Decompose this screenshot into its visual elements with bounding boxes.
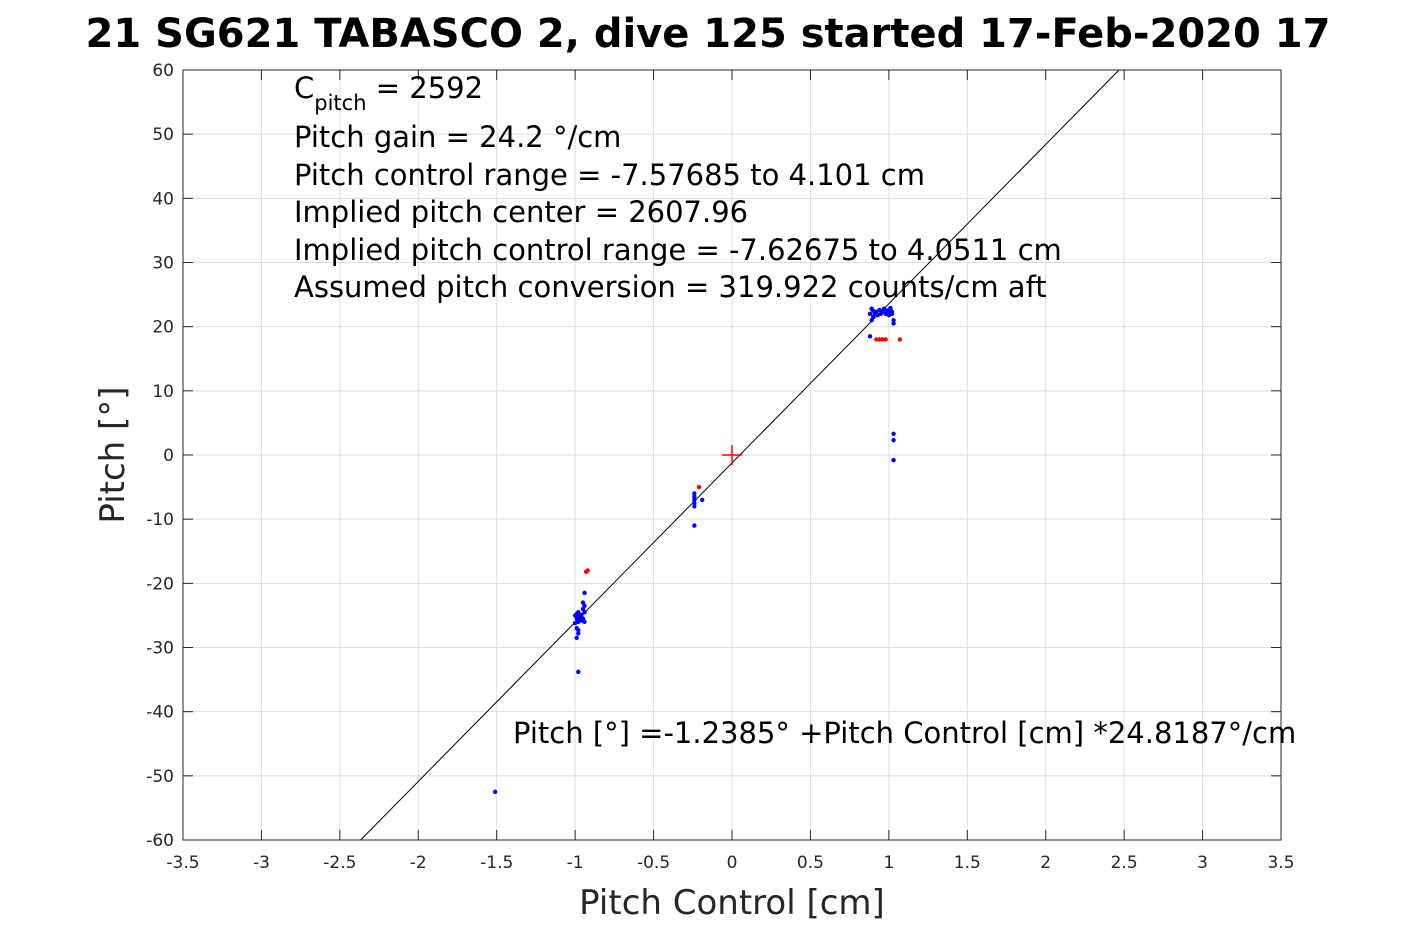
blue-data-point: [867, 311, 873, 317]
red-data-point: [696, 484, 702, 490]
annotation-subscript: pitch: [314, 91, 366, 115]
x-tick-label: -1: [567, 853, 584, 873]
blue-data-point: [579, 615, 584, 620]
annotation-line: Pitch gain = 24.2 °/cm: [294, 120, 621, 154]
blue-data-point: [576, 631, 581, 636]
y-axis-label: Pitch [°]: [93, 386, 133, 523]
blue-data-point: [891, 457, 896, 463]
y-tick-label: 60: [152, 61, 174, 81]
blue-data-point: [580, 600, 586, 605]
y-tick-label: 40: [152, 189, 174, 209]
blue-data-point: [699, 497, 705, 503]
y-tick-label: 30: [152, 254, 174, 274]
x-tick-label: 2.5: [1111, 853, 1138, 873]
blue-data-point: [492, 789, 498, 795]
red-data-point: [880, 337, 885, 342]
annotation-value: = 2592: [367, 71, 484, 105]
annotation-text: Pitch control range = -7.57685 to 4.101 …: [294, 158, 925, 192]
fit-equation-label: Pitch [°] =-1.2385° +Pitch Control [cm] …: [513, 716, 1296, 750]
blue-data-point: [582, 590, 587, 596]
blue-data-point: [692, 491, 697, 496]
blue-data-point: [869, 306, 874, 311]
blue-data-point: [867, 334, 873, 339]
blue-data-point: [888, 305, 893, 311]
x-tick-label: 3: [1197, 853, 1208, 873]
x-axis-label: Pitch Control [cm]: [579, 883, 885, 923]
red-data-point: [897, 337, 903, 342]
blue-data-point: [692, 494, 697, 499]
red-data-point: [585, 568, 590, 573]
y-tick-label: 0: [163, 446, 174, 466]
y-axis-ticks: 60 50 40 30 20 10 0 -10 -20 -30 -40 -50 -60: [146, 61, 1281, 851]
annotation-block: Cpitch = 2592 Pitch gain = 24.2 °/cm Pitch…: [294, 71, 1062, 304]
annotation-text: Implied pitch control range = -7.62675 t…: [294, 233, 1062, 267]
red-data-point: [877, 337, 882, 342]
blue-data-point: [692, 523, 697, 528]
red-data-point: [883, 337, 888, 342]
annotation-text: C: [294, 71, 314, 105]
y-tick-label: -40: [146, 703, 174, 723]
y-tick-label: -20: [146, 574, 174, 594]
x-tick-label: -2.5: [323, 853, 356, 873]
x-tick-label: -2: [410, 853, 427, 873]
annotation-line: Implied pitch control range = -7.62675 t…: [294, 233, 1062, 267]
annotation-text: Assumed pitch conversion = 319.922 count…: [294, 270, 1047, 304]
x-tick-label: -0.5: [637, 853, 670, 873]
chart-title: 21 SG621 TABASCO 2, dive 125 started 17-…: [86, 11, 1331, 57]
blue-data-point: [891, 431, 896, 437]
blue-data-point: [576, 669, 581, 675]
blue-data-point: [886, 312, 892, 318]
x-tick-label: 2: [1040, 853, 1051, 873]
y-tick-label: -30: [146, 639, 174, 659]
annotation-line: Assumed pitch conversion = 319.922 count…: [294, 270, 1047, 304]
x-tick-label: -3.5: [166, 853, 199, 873]
annotation-line: Pitch control range = -7.57685 to 4.101 …: [294, 158, 925, 192]
blue-data-point: [870, 314, 876, 320]
red-data-point: [874, 337, 879, 342]
blue-data-point: [692, 500, 697, 506]
blue-data-point: [692, 497, 697, 503]
blue-data-point: [574, 635, 579, 641]
x-tick-label: 0: [727, 853, 738, 873]
x-tick-label: 1.5: [954, 853, 981, 873]
y-tick-label: -50: [146, 767, 174, 787]
x-tick-label: -3: [253, 853, 270, 873]
x-tick-label: 1: [883, 853, 894, 873]
x-tick-label: 0.5: [797, 853, 824, 873]
blue-data-point: [891, 321, 896, 326]
blue-data-point: [891, 438, 896, 443]
y-tick-label: 20: [152, 318, 174, 338]
x-tick-label: 3.5: [1267, 853, 1294, 873]
data-points: [492, 305, 903, 795]
blue-data-point: [891, 318, 896, 323]
annotation-line: Implied pitch center = 2607.96: [294, 195, 748, 229]
blue-data-point: [576, 627, 581, 633]
x-axis-ticks: -3.5 -3 -2.5 -2 -1.5 -1 -0.5 0 0.5 1 1.5 2 2.5 3 3.5: [166, 70, 1295, 873]
blue-data-point: [576, 610, 581, 615]
y-tick-label: 50: [152, 125, 174, 145]
blue-data-point: [692, 504, 697, 509]
y-tick-label: -10: [146, 510, 174, 530]
center-marker-group: [722, 445, 742, 465]
annotation-text: Implied pitch center = 2607.96: [294, 195, 748, 229]
annotation-text: Pitch gain = 24.2 °/cm: [294, 120, 621, 154]
y-tick-label: 10: [152, 382, 174, 402]
x-tick-label: -1.5: [480, 853, 513, 873]
y-tick-label: -60: [146, 831, 174, 851]
annotation-line: Cpitch = 2592: [294, 71, 483, 115]
